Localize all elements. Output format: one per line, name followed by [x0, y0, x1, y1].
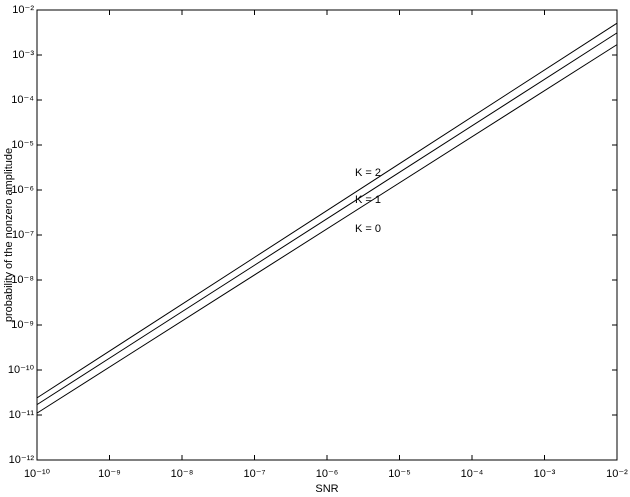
- plot-frame: [36, 9, 618, 461]
- y-tick-label: 10⁻³: [12, 49, 34, 61]
- series-label: K = 0: [355, 223, 381, 235]
- y-tick-label: 10⁻¹⁰: [8, 364, 35, 376]
- x-tick-label: 10⁻²: [606, 468, 628, 480]
- x-tick-label: 10⁻⁴: [461, 468, 484, 480]
- x-tick-label: 10⁻⁶: [316, 468, 339, 480]
- series-label: K = 1: [355, 194, 381, 206]
- x-tick-label: 10⁻⁸: [171, 468, 194, 480]
- x-tick-label: 10⁻⁵: [388, 468, 411, 480]
- y-tick-label: 10⁻¹¹: [9, 409, 35, 421]
- x-tick-label: 10⁻⁹: [98, 468, 121, 480]
- series-line: [36, 32, 618, 406]
- y-tick-label: 10⁻⁸: [11, 274, 34, 286]
- series-line: [36, 22, 618, 399]
- y-tick-label: 10⁻⁷: [12, 229, 34, 241]
- series-label: K = 2: [355, 167, 381, 179]
- y-tick-label: 10⁻⁵: [11, 139, 34, 151]
- y-tick-label: 10⁻⁴: [11, 94, 34, 106]
- y-tick-label: 10⁻⁶: [11, 184, 34, 196]
- y-tick-label: 10⁻⁹: [11, 319, 34, 331]
- y-axis-label: probability of the nonzero amplitude: [3, 148, 15, 322]
- y-tick-label: 10⁻¹²: [9, 454, 35, 466]
- x-tick-label: 10⁻³: [534, 468, 556, 480]
- y-tick-label: 10⁻²: [12, 4, 34, 16]
- x-tick-label: 10⁻⁷: [243, 468, 265, 480]
- x-axis-label: SNR: [315, 483, 338, 495]
- x-tick-label: 10⁻¹⁰: [24, 468, 51, 480]
- series-line: [36, 44, 618, 414]
